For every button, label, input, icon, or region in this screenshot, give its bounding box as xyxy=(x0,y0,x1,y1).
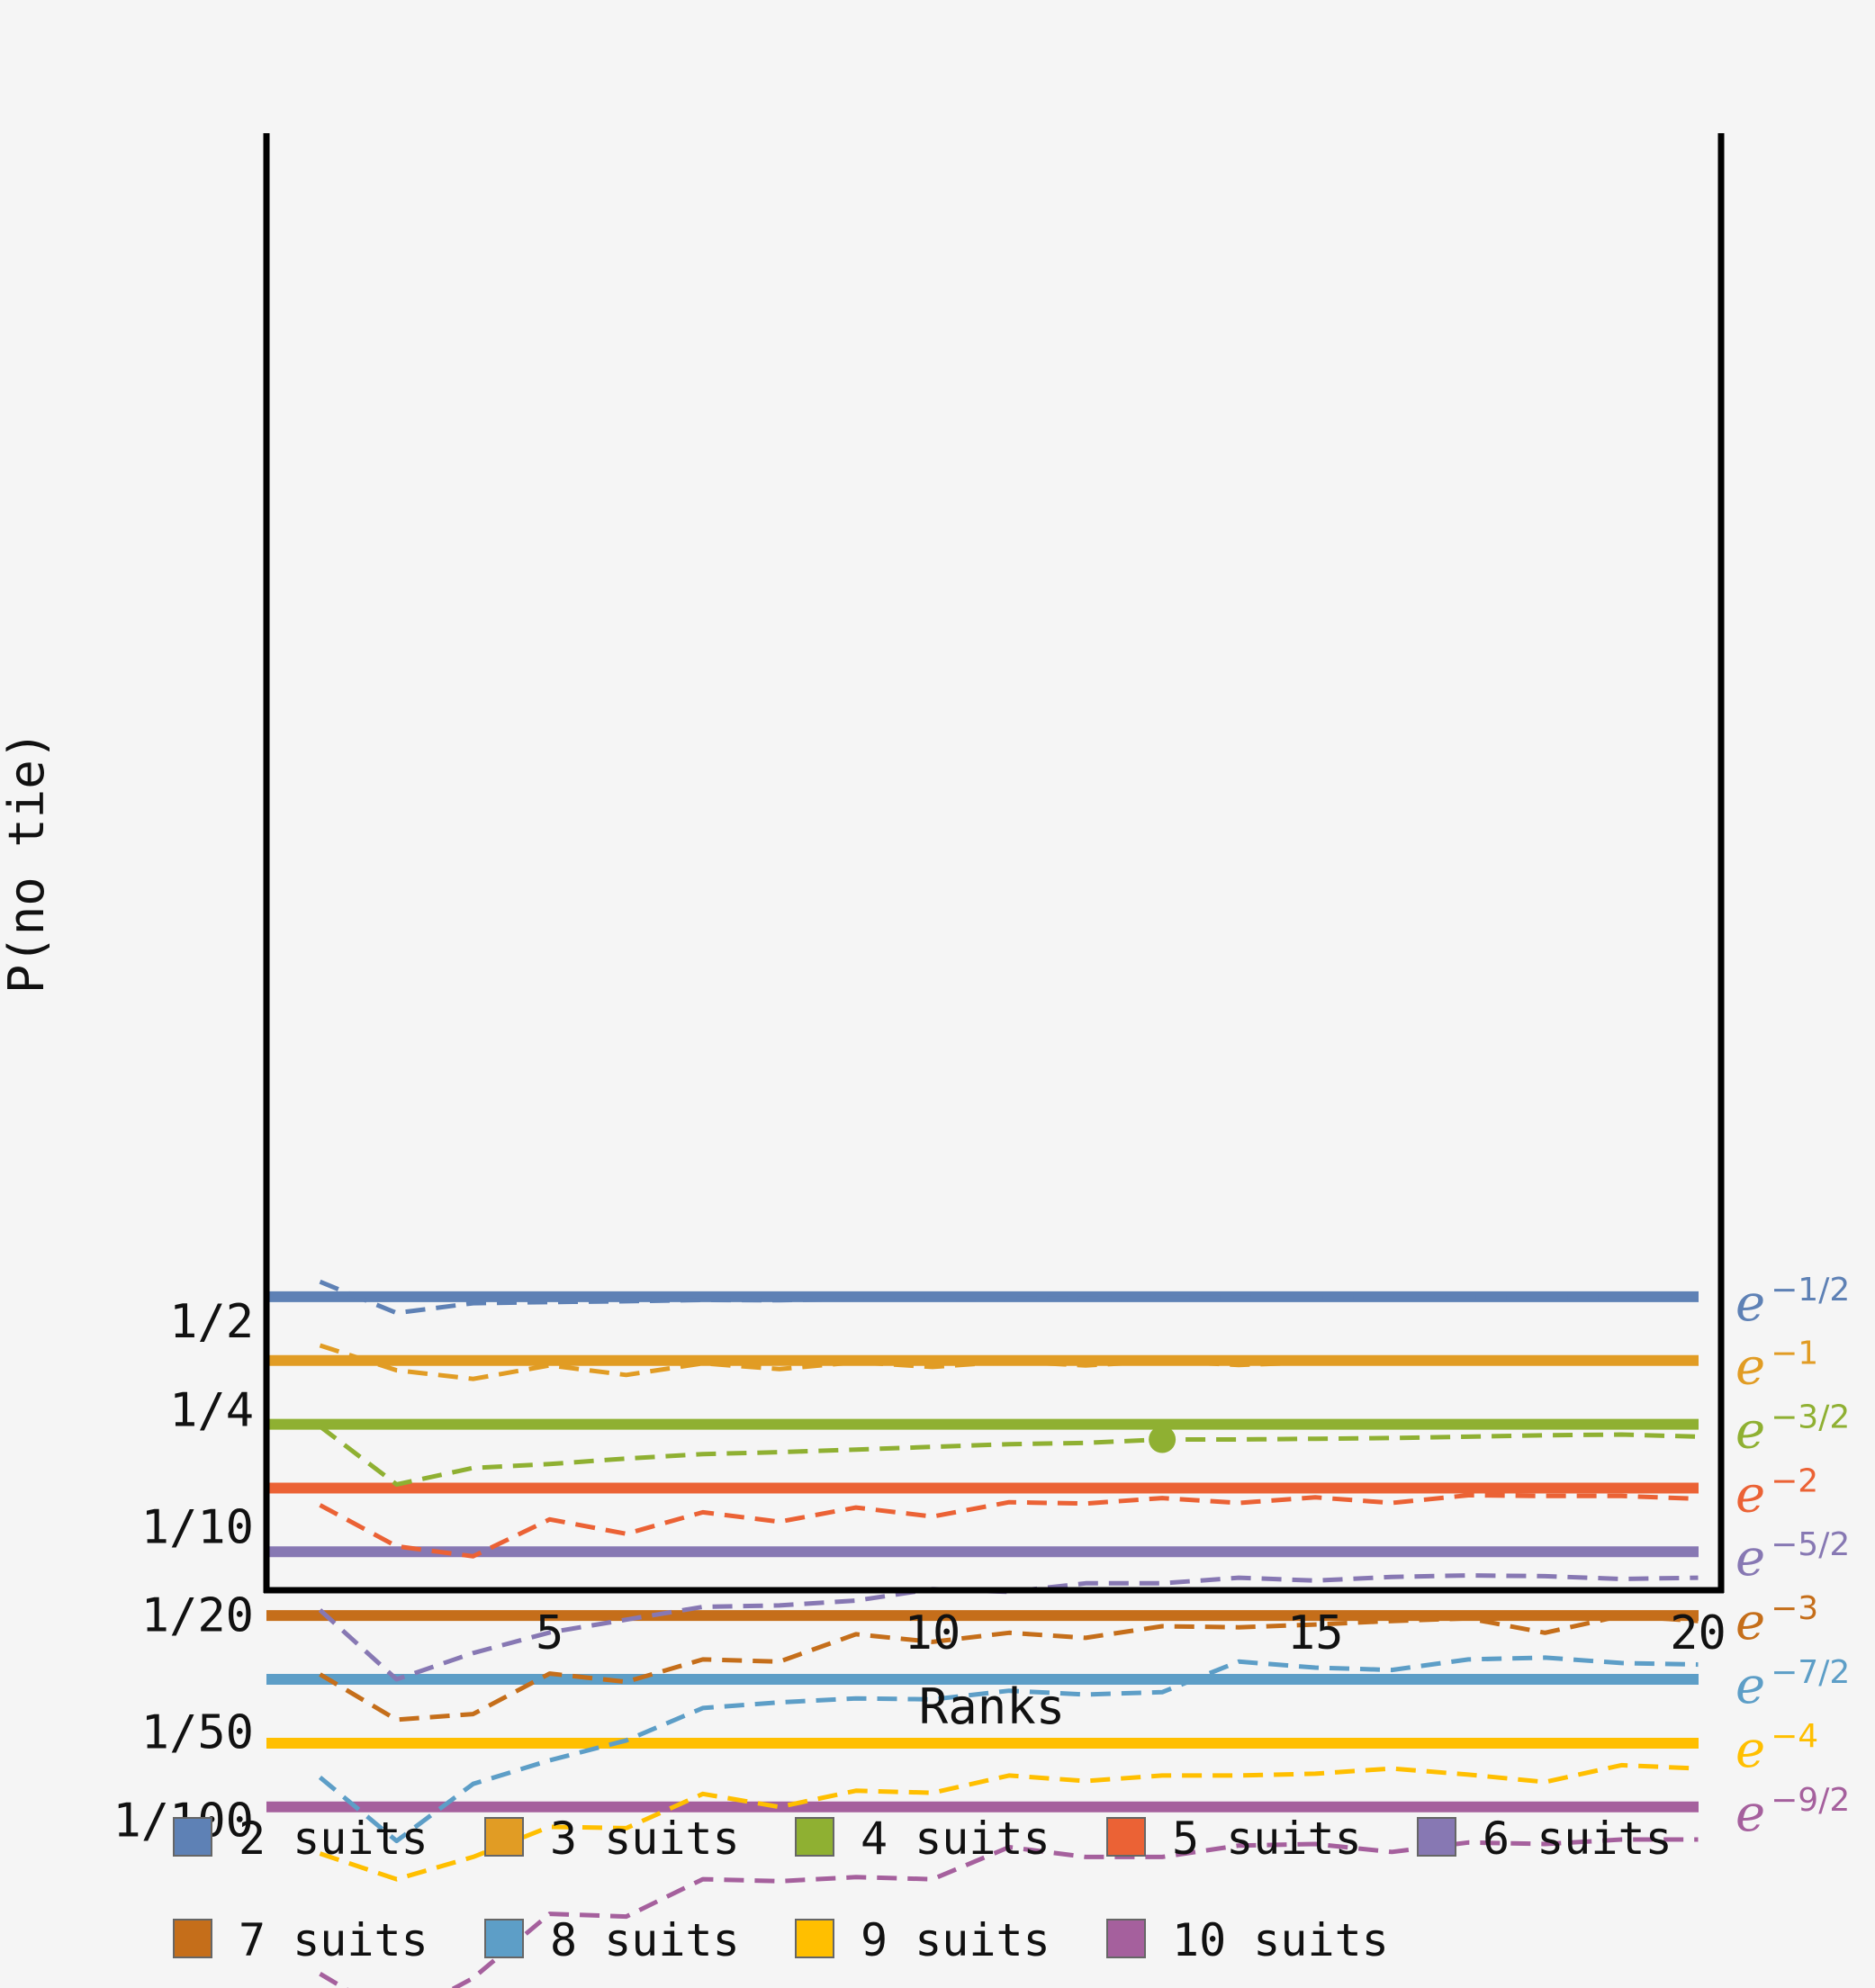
data-series xyxy=(318,1279,1699,1988)
series-line-8-suits xyxy=(318,1655,1699,1844)
legend: 2 suits 3 suits 4 suits 5 suits 6 suits 7 sui… xyxy=(173,1813,1672,1966)
limit-label-9-suits: e −4 xyxy=(1735,1718,1818,1779)
y-tick-label: 1/20 xyxy=(141,1589,254,1643)
legend-item-3-suits: 3 suits xyxy=(484,1813,740,1865)
y-tick-label: 1/10 xyxy=(141,1500,254,1554)
series-line-5-suits xyxy=(319,1493,1699,1559)
x-tick-label: 15 xyxy=(1287,1606,1344,1660)
x-tick-label: 10 xyxy=(905,1606,961,1660)
x-axis-title: Ranks xyxy=(919,1678,1066,1735)
legend-swatch xyxy=(173,1919,212,1958)
legend-label: 6 suits xyxy=(1483,1813,1672,1865)
legend-swatch xyxy=(484,1817,524,1857)
legend-label: 3 suits xyxy=(550,1813,740,1865)
x-tick-labels: 5 10 15 20 xyxy=(536,1606,1726,1660)
legend-label: 7 suits xyxy=(239,1914,428,1966)
legend-swatch xyxy=(173,1817,212,1857)
x-tick-label: 5 xyxy=(536,1606,563,1660)
y-tick-labels: 1/21/41/101/201/501/100 xyxy=(113,1295,254,1848)
series-line-4-suits xyxy=(318,1425,1699,1487)
y-tick-label: 1/2 xyxy=(169,1295,254,1349)
series-marker xyxy=(1149,1426,1176,1453)
limit-lines xyxy=(266,1291,1699,1813)
limit-label-5-suits: e −2 xyxy=(1735,1462,1818,1524)
legend-swatch xyxy=(1417,1817,1456,1857)
legend-item-7-suits: 7 suits xyxy=(173,1914,428,1966)
limit-label-8-suits: e −7/2 xyxy=(1735,1654,1850,1715)
y-axis-title: P(no tie) xyxy=(0,731,55,994)
legend-item-4-suits: 4 suits xyxy=(795,1813,1050,1865)
legend-swatch xyxy=(1106,1817,1146,1857)
y-tick-label: 1/50 xyxy=(141,1705,254,1759)
legend-item-5-suits: 5 suits xyxy=(1106,1813,1362,1865)
series-line-7-suits xyxy=(319,1613,1699,1723)
legend-label: 9 suits xyxy=(861,1914,1050,1966)
legend-label: 2 suits xyxy=(239,1813,428,1865)
limit-label-10-suits: e −9/2 xyxy=(1735,1782,1850,1843)
series-line-10-suits xyxy=(319,1837,1699,1988)
limit-labels: e −1/2e −1e −3/2e −2e −5/2e −3e −7/2e −4e −9/2 xyxy=(1735,1272,1850,1843)
limit-label-2-suits: e −1/2 xyxy=(1735,1272,1850,1333)
limit-label-6-suits: e −5/2 xyxy=(1735,1526,1850,1588)
legend-swatch xyxy=(795,1817,834,1857)
legend-swatch xyxy=(795,1919,834,1958)
legend-swatch xyxy=(1106,1919,1146,1958)
legend-item-8-suits: 8 suits xyxy=(484,1914,740,1966)
limit-label-7-suits: e −3 xyxy=(1735,1590,1818,1651)
legend-item-10-suits: 10 suits xyxy=(1106,1914,1389,1966)
legend-swatch xyxy=(484,1919,524,1958)
limit-label-4-suits: e −3/2 xyxy=(1735,1399,1850,1461)
x-tick-label: 20 xyxy=(1670,1606,1726,1660)
series-line-6-suits xyxy=(318,1573,1699,1682)
limit-label-3-suits: e −1 xyxy=(1735,1336,1818,1397)
legend-item-6-suits: 6 suits xyxy=(1417,1813,1672,1865)
legend-label: 10 suits xyxy=(1172,1914,1389,1966)
legend-item-9-suits: 9 suits xyxy=(795,1914,1050,1966)
legend-item-2-suits: 2 suits xyxy=(173,1813,428,1865)
y-tick-label: 1/4 xyxy=(169,1383,254,1437)
series-line-9-suits xyxy=(319,1762,1699,1882)
legend-label: 8 suits xyxy=(550,1914,740,1966)
legend-label: 4 suits xyxy=(861,1813,1050,1865)
legend-label: 5 suits xyxy=(1172,1813,1362,1865)
axes xyxy=(263,133,1725,1594)
